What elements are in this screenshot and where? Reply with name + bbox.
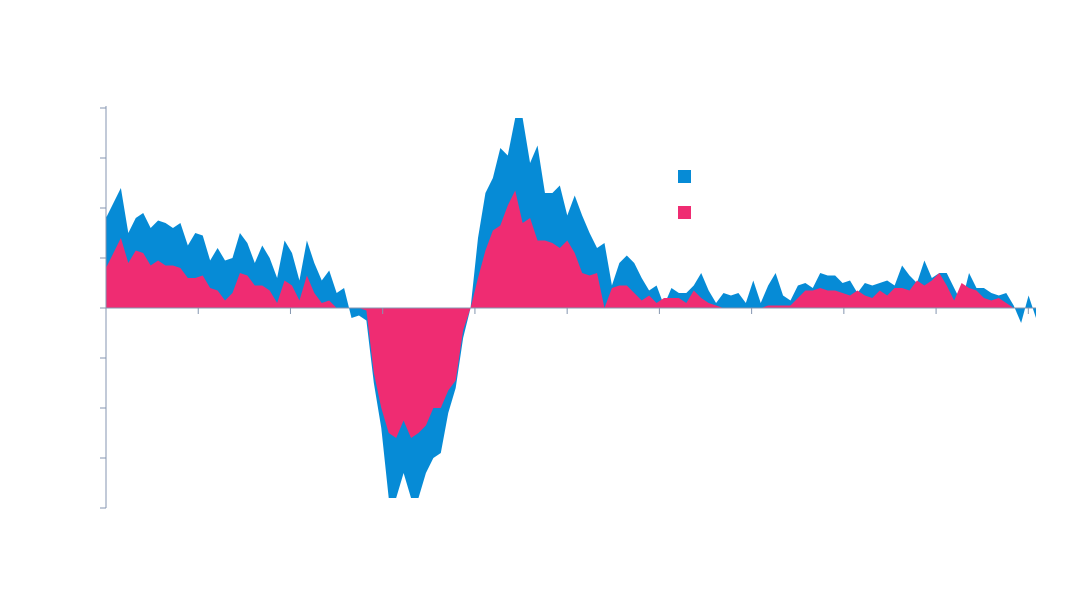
axes bbox=[100, 106, 1036, 509]
legend-swatch-2 bbox=[678, 206, 691, 219]
legend-swatch-1 bbox=[678, 170, 691, 183]
legend bbox=[678, 170, 691, 219]
